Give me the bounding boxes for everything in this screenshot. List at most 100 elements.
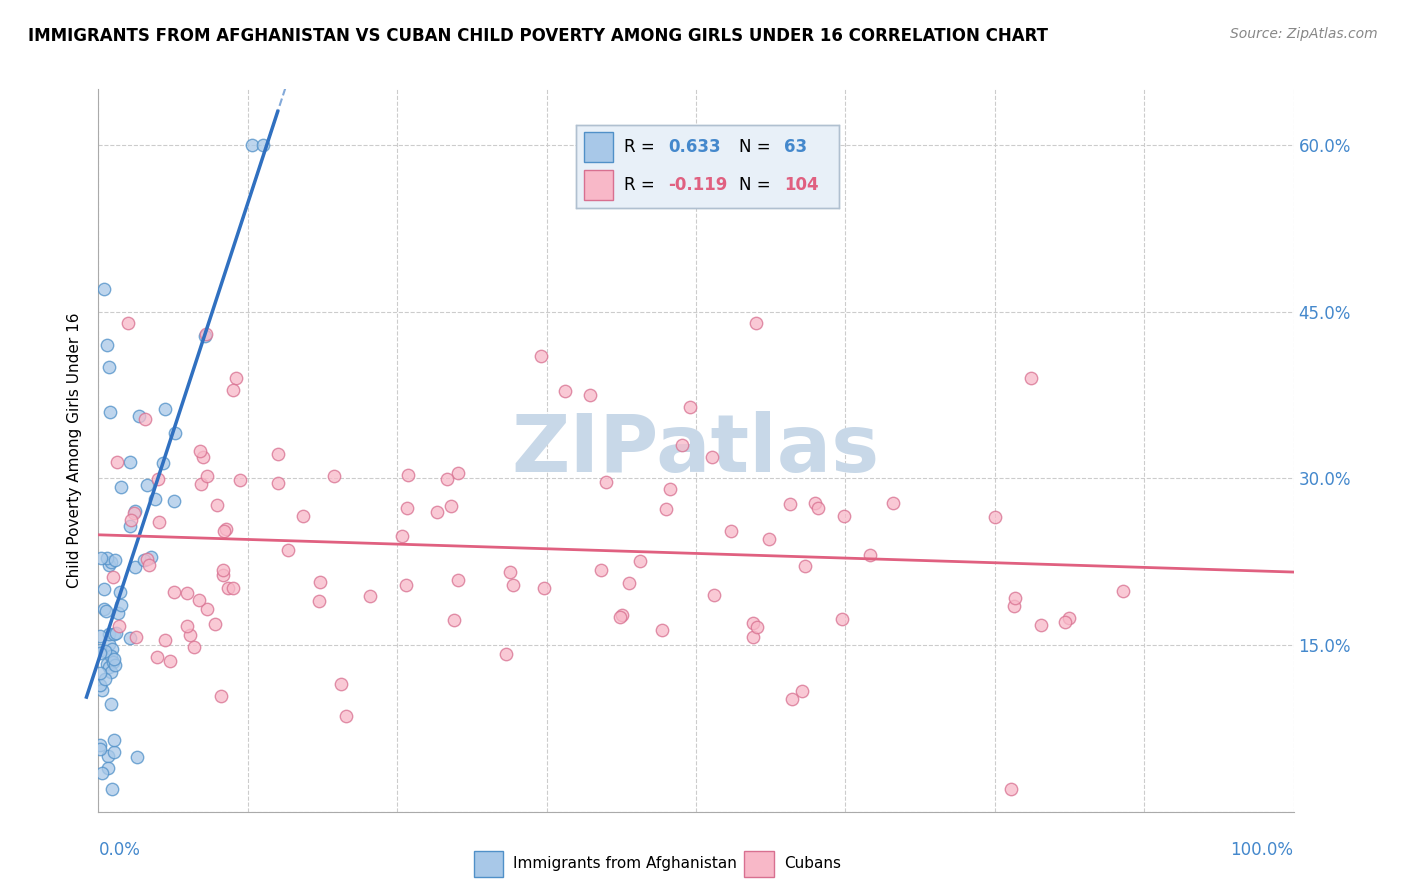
Point bbox=[104, 553, 127, 567]
Point bbox=[628, 554, 651, 568]
Point bbox=[266, 447, 288, 461]
Point bbox=[440, 499, 463, 513]
Point bbox=[100, 642, 122, 657]
Point bbox=[193, 450, 215, 464]
Point bbox=[110, 599, 132, 613]
Point bbox=[91, 766, 114, 780]
Point bbox=[745, 620, 768, 634]
Point bbox=[176, 618, 198, 632]
Bar bbox=[745, 851, 773, 877]
Point bbox=[252, 137, 274, 152]
Point bbox=[831, 612, 853, 626]
Point bbox=[330, 677, 353, 691]
Point bbox=[807, 500, 830, 515]
Point bbox=[128, 409, 150, 424]
Point bbox=[554, 384, 576, 398]
Point bbox=[610, 607, 633, 622]
Point bbox=[1019, 371, 1042, 385]
Point bbox=[89, 741, 111, 756]
Point bbox=[834, 508, 856, 523]
Point bbox=[292, 509, 315, 524]
Point bbox=[882, 496, 904, 510]
Point bbox=[107, 606, 129, 620]
Point bbox=[98, 404, 122, 418]
Point bbox=[97, 637, 120, 651]
Point bbox=[308, 594, 330, 608]
Point bbox=[155, 401, 177, 416]
Point bbox=[1029, 617, 1052, 632]
Point bbox=[97, 761, 120, 775]
Point bbox=[138, 558, 160, 572]
Point bbox=[90, 551, 112, 566]
Text: 0.0%: 0.0% bbox=[98, 840, 141, 859]
Point bbox=[90, 682, 112, 697]
Point bbox=[118, 455, 141, 469]
Point bbox=[97, 660, 120, 674]
Point bbox=[124, 560, 146, 574]
Point bbox=[108, 619, 131, 633]
Point bbox=[1002, 599, 1025, 613]
Point bbox=[120, 513, 142, 527]
Point bbox=[195, 468, 218, 483]
Point bbox=[125, 630, 148, 644]
Point bbox=[96, 338, 118, 352]
Point bbox=[858, 548, 880, 562]
Point bbox=[335, 709, 357, 723]
Point bbox=[105, 625, 128, 640]
Point bbox=[136, 478, 159, 492]
Point bbox=[222, 383, 245, 397]
Point bbox=[780, 691, 803, 706]
Point bbox=[89, 678, 111, 692]
Point bbox=[211, 563, 233, 577]
Point bbox=[124, 504, 146, 518]
Point bbox=[443, 614, 465, 628]
Point bbox=[983, 509, 1005, 524]
Point bbox=[1004, 591, 1026, 605]
Point bbox=[395, 500, 418, 515]
Point bbox=[134, 412, 156, 426]
Point bbox=[103, 655, 125, 669]
Point bbox=[162, 493, 184, 508]
Point bbox=[120, 519, 142, 533]
Point bbox=[591, 563, 613, 577]
Point bbox=[89, 738, 111, 752]
Point bbox=[579, 388, 602, 402]
Point bbox=[446, 466, 468, 480]
Point bbox=[655, 502, 678, 516]
Point bbox=[103, 652, 125, 666]
Point bbox=[671, 437, 693, 451]
Point bbox=[1000, 782, 1022, 797]
Point bbox=[153, 633, 176, 648]
Point bbox=[163, 426, 186, 441]
Point bbox=[89, 643, 111, 657]
Point bbox=[117, 316, 139, 330]
Point bbox=[108, 585, 131, 599]
Point bbox=[595, 475, 617, 489]
Y-axis label: Child Poverty Among Girls Under 16: Child Poverty Among Girls Under 16 bbox=[67, 313, 83, 588]
Point bbox=[779, 497, 801, 511]
Text: Source: ZipAtlas.com: Source: ZipAtlas.com bbox=[1230, 27, 1378, 41]
Point bbox=[103, 745, 125, 759]
Point bbox=[742, 615, 765, 630]
Point bbox=[152, 456, 174, 470]
Bar bbox=[474, 851, 503, 877]
Point bbox=[94, 672, 117, 686]
Point bbox=[110, 479, 132, 493]
Point bbox=[209, 690, 232, 704]
Text: Immigrants from Afghanistan: Immigrants from Afghanistan bbox=[513, 855, 737, 871]
Point bbox=[502, 578, 524, 592]
Point bbox=[100, 649, 122, 664]
Point bbox=[499, 565, 522, 579]
Point bbox=[105, 455, 128, 469]
Point bbox=[308, 575, 330, 590]
Point bbox=[100, 665, 122, 679]
Point bbox=[211, 568, 233, 582]
Point bbox=[194, 328, 217, 343]
Point bbox=[790, 684, 813, 698]
Point bbox=[139, 550, 162, 565]
Point bbox=[205, 498, 228, 512]
Point bbox=[122, 506, 145, 520]
Point bbox=[533, 582, 555, 596]
Point bbox=[794, 558, 817, 573]
Point bbox=[195, 601, 218, 615]
